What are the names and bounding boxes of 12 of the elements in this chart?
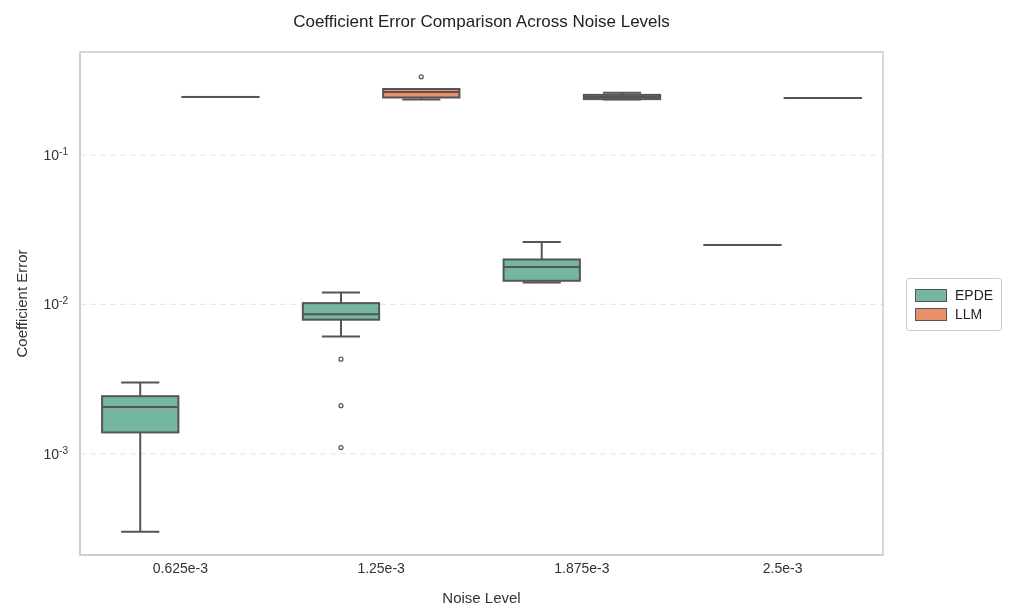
x-axis-title: Noise Level bbox=[442, 589, 521, 606]
y-tick-label: 10$^{-2}$ bbox=[43, 294, 69, 313]
x-tick-label: 0.625e-3 bbox=[152, 559, 209, 576]
x-tick-label: 1.875e-3 bbox=[554, 559, 610, 576]
y-axis-title: Coefficient Error bbox=[13, 249, 31, 358]
y-tick-label: 10$^{-1}$ bbox=[43, 145, 69, 164]
legend-label: LLM bbox=[955, 306, 983, 322]
x-tick-label: 1.25e-3 bbox=[357, 559, 406, 576]
chart-title: Coefficient Error Comparison Across Noise Levels bbox=[292, 12, 671, 32]
legend-label: EPDE bbox=[955, 287, 994, 303]
x-tick-label: 2.5e-3 bbox=[762, 559, 803, 576]
y-tick-label: 10$^{-3}$ bbox=[43, 444, 69, 462]
